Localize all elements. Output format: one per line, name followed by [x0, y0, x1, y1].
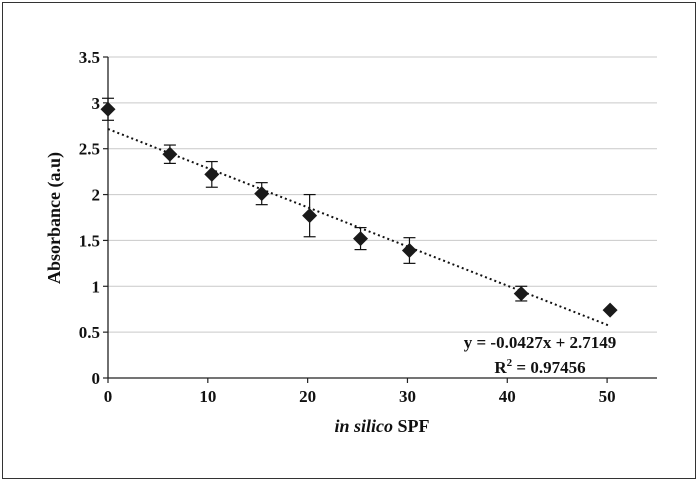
gridlines — [108, 56, 657, 333]
tick-labels: 0 0.5 1 1.5 2 2.5 3 3.5 0 10 20 30 40 50 — [79, 48, 616, 406]
x-axis-title-italic: in silico — [334, 416, 393, 436]
y-tick-label: 2 — [92, 186, 101, 205]
x-tick-label: 10 — [199, 387, 216, 406]
r-squared-superscript: 2 — [507, 357, 513, 369]
data-point — [602, 302, 618, 318]
error-bars — [102, 97, 528, 302]
y-tick-label: 0.5 — [79, 323, 100, 342]
data-point — [513, 286, 529, 302]
y-tick-label: 0 — [92, 369, 101, 388]
r-squared-value: = 0.97456 — [512, 358, 585, 377]
x-axis-title-rest: SPF — [393, 416, 430, 436]
y-tick-label: 2.5 — [79, 140, 100, 159]
data-point — [162, 146, 178, 162]
trendline-equation: y = -0.0427x + 2.7149 — [464, 333, 617, 352]
data-point — [302, 208, 318, 224]
y-tick-label: 3 — [92, 94, 101, 113]
x-tick-label: 0 — [104, 387, 113, 406]
y-tick-label: 1 — [92, 277, 101, 296]
data-points — [100, 101, 618, 318]
y-tick-label: 1.5 — [79, 231, 100, 250]
x-tick-label: 20 — [299, 387, 316, 406]
data-point — [353, 231, 369, 247]
r-squared-prefix: R — [494, 358, 507, 377]
data-point — [100, 101, 116, 117]
x-tick-label: 50 — [599, 387, 616, 406]
data-point — [254, 186, 270, 202]
r-squared-label: R2 = 0.97456 — [494, 357, 585, 377]
y-axis-title: Absorbance (a.u) — [44, 152, 65, 284]
x-axis-title: in silico SPF — [334, 416, 429, 436]
y-tick-label: 3.5 — [79, 48, 100, 67]
data-point — [401, 243, 417, 259]
x-tick-label: 40 — [499, 387, 516, 406]
data-point — [204, 166, 220, 182]
x-tick-label: 30 — [399, 387, 416, 406]
